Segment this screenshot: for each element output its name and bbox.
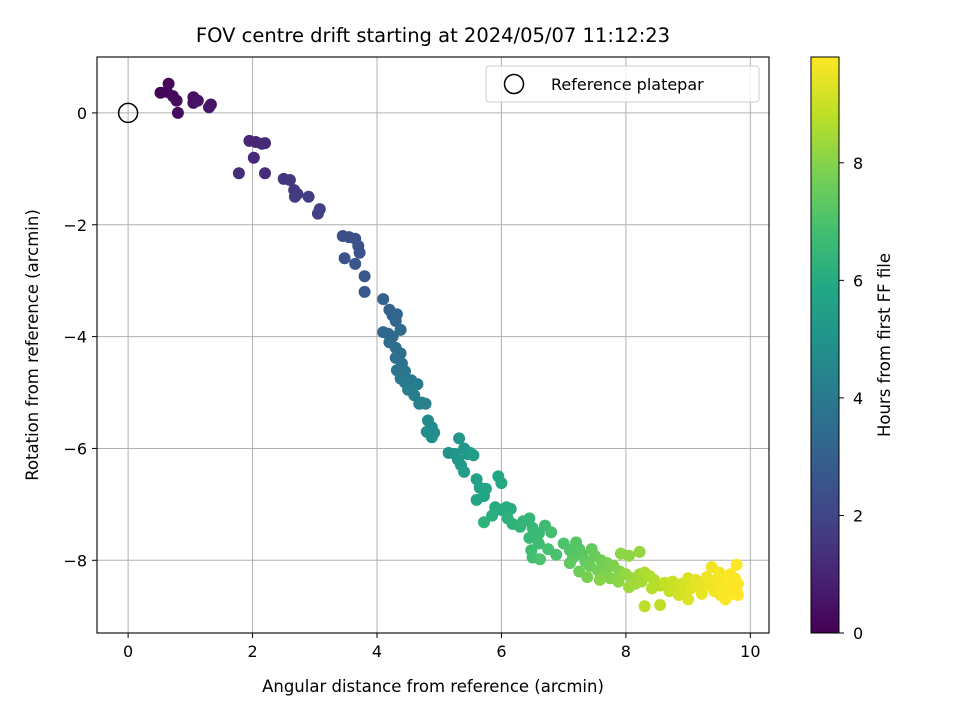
x-tick-label: 10	[740, 642, 760, 661]
gridlines	[97, 57, 769, 633]
x-axis-ticks: 0 2 4 6 8 10	[123, 633, 761, 661]
data-point	[162, 77, 175, 90]
data-point	[478, 516, 490, 529]
data-point	[311, 207, 324, 220]
data-point	[470, 493, 483, 506]
x-tick-label: 0	[123, 642, 133, 661]
data-point	[349, 257, 362, 270]
data-point	[731, 589, 744, 601]
legend: Reference platepar	[485, 65, 760, 103]
data-point	[389, 315, 402, 327]
data-point	[377, 293, 390, 306]
y-tick-label: −8	[63, 551, 87, 570]
legend-box	[485, 65, 760, 103]
data-point	[467, 449, 480, 462]
data-point	[247, 151, 260, 164]
legend-entry-reference-platepar: Reference platepar	[551, 75, 704, 94]
data-point	[425, 431, 438, 444]
data-points	[154, 77, 744, 613]
y-tick-label: −2	[63, 216, 87, 235]
data-point	[419, 397, 432, 410]
data-point	[283, 174, 296, 186]
data-point	[523, 531, 536, 544]
y-axis-ticks: 0 −2 −4 −6 −8	[63, 104, 97, 570]
colorbar-tick-label: 4	[853, 389, 863, 408]
data-point	[232, 167, 245, 180]
data-point	[338, 252, 351, 265]
colorbar-label: Hours from first FF file	[875, 253, 894, 437]
data-point	[358, 285, 371, 298]
data-point	[453, 432, 466, 445]
data-point	[204, 98, 217, 111]
data-point	[612, 575, 625, 588]
chart-title: FOV centre drift starting at 2024/05/07 …	[196, 24, 670, 47]
data-point	[353, 246, 366, 259]
data-point	[682, 593, 695, 606]
data-point	[458, 465, 471, 478]
data-point	[550, 548, 563, 561]
data-point	[171, 106, 184, 119]
reference-platepar-marker	[117, 102, 139, 124]
x-tick-label: 4	[372, 642, 382, 661]
legend-marker-icon	[503, 73, 525, 95]
colorbar-tick-label: 0	[853, 624, 863, 643]
data-point	[495, 477, 508, 490]
data-point	[654, 599, 667, 611]
data-point	[638, 600, 651, 613]
data-point	[411, 378, 424, 391]
colorbar-tick-label: 6	[853, 271, 863, 290]
data-point	[633, 545, 646, 558]
colorbar: 0 2 4 6 8 Hours from first FF file	[810, 56, 894, 643]
colorbar-ticks: 0 2 4 6 8	[839, 154, 863, 643]
data-point	[394, 323, 407, 336]
y-tick-label: 0	[77, 104, 87, 123]
data-point	[623, 549, 635, 562]
data-point	[302, 190, 315, 203]
y-tick-label: −6	[63, 439, 87, 458]
plot-frame	[96, 56, 770, 634]
colorbar-gradient	[810, 56, 840, 634]
data-point	[523, 512, 536, 525]
data-point	[358, 270, 371, 283]
data-point	[581, 571, 594, 584]
x-tick-label: 2	[247, 642, 257, 661]
data-point	[545, 526, 558, 539]
data-point	[563, 557, 576, 570]
y-axis-label: Rotation from reference (arcmin)	[23, 209, 42, 481]
data-point	[288, 190, 301, 203]
data-point	[695, 587, 708, 600]
data-point	[486, 509, 499, 522]
data-point	[191, 94, 204, 107]
x-tick-label: 6	[496, 642, 506, 661]
data-point	[259, 167, 271, 180]
colorbar-tick-label: 2	[853, 506, 863, 525]
data-point	[730, 558, 743, 571]
x-axis-label: Angular distance from reference (arcmin)	[262, 677, 604, 696]
colorbar-tick-label: 8	[853, 154, 863, 173]
data-point	[170, 94, 183, 107]
data-point	[593, 573, 606, 586]
data-point	[731, 577, 744, 590]
data-point	[259, 137, 271, 150]
data-point	[504, 502, 517, 515]
x-tick-label: 8	[621, 642, 631, 661]
y-tick-label: −4	[63, 328, 87, 347]
data-point	[534, 553, 546, 566]
